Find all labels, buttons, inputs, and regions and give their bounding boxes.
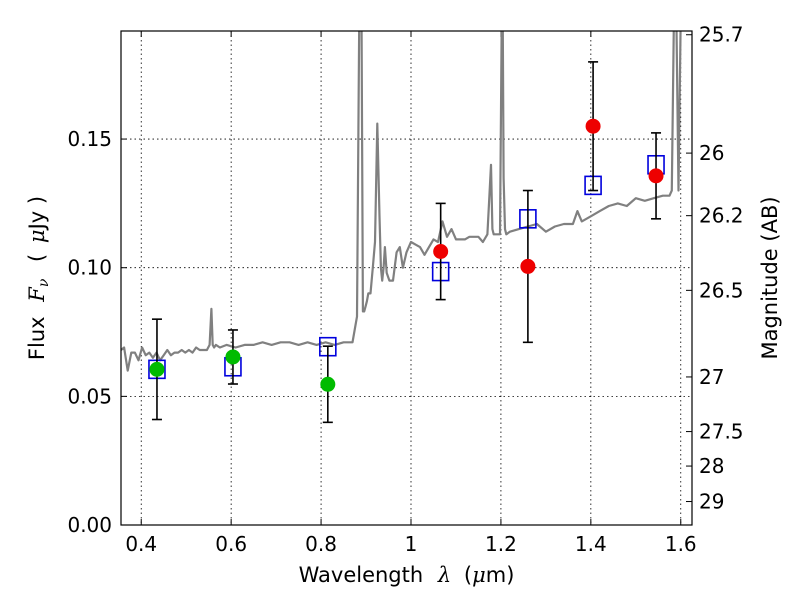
x-tick-label: 0.4 (125, 532, 157, 556)
x-tick-label: 1 (405, 532, 418, 556)
y-axis-title-subscript: ν (36, 278, 52, 287)
magnitude-tick-label: 26 (699, 141, 724, 165)
y-tick-label: 0.10 (67, 256, 112, 280)
y-tick-label: 0.05 (67, 384, 112, 408)
observed-point (585, 118, 601, 134)
magnitude-tick-label: 25.7 (699, 23, 744, 47)
y-axis-title-unit-symbol: μ (25, 229, 49, 243)
x-tick-label: 1.2 (485, 532, 517, 556)
observed-point (320, 376, 336, 392)
x-tick-label: 0.6 (215, 532, 247, 556)
magnitude-tick-label: 26.5 (699, 278, 744, 302)
x-axis-title-prefix: Wavelength (299, 563, 424, 587)
x-tick-label: 1.4 (575, 532, 607, 556)
x-axis-title-unit-symbol: μ (472, 563, 486, 587)
magnitude-tick-label: 28 (699, 454, 724, 478)
x-axis-title-unit-rest: m) (486, 563, 515, 587)
observed-point (433, 243, 449, 259)
magnitude-tick-label: 27.5 (699, 420, 744, 444)
magnitude-tick-label: 29 (699, 490, 724, 514)
y-axis-title-unit-open: ( (25, 254, 49, 262)
observed-point (149, 361, 165, 377)
y-axis-title: Flux Fν ( μJy ) (25, 196, 53, 360)
magnitude-ticks: 25.7 26 26.2 26.5 27 27.5 28 29 (686, 23, 744, 514)
observed-point (225, 349, 241, 365)
x-tick-label: 0.8 (305, 532, 337, 556)
plot-frame (120, 30, 693, 526)
magnitude-tick-label: 26.2 (699, 204, 744, 228)
x-axis-title: Wavelength λ (μm) (299, 563, 515, 587)
y-axis-title-unit-rest: Jy ) (25, 196, 49, 232)
x-tick-label: 1.6 (665, 532, 697, 556)
observed-point (520, 258, 536, 274)
x-ticks: 0.4 0.6 0.8 1 1.2 1.4 1.6 (125, 31, 697, 556)
x-axis-title-symbol: λ (437, 563, 451, 587)
y-axis-title-prefix: Flux (25, 316, 49, 360)
grid-lines (121, 31, 692, 526)
y-ticks: 0.00 0.05 0.10 0.15 (67, 127, 127, 537)
magnitude-axis-title: Magnitude (AB) (758, 196, 782, 359)
y-tick-label: 0.00 (67, 513, 112, 537)
plot-area (121, 31, 682, 424)
spectrum-line (121, 31, 682, 372)
y-tick-label: 0.15 (67, 127, 112, 151)
observed-point (648, 168, 664, 184)
x-axis-title-unit-open: ( (464, 563, 472, 587)
y-axis-title-symbol: F (25, 286, 49, 303)
magnitude-tick-label: 27 (699, 365, 724, 389)
